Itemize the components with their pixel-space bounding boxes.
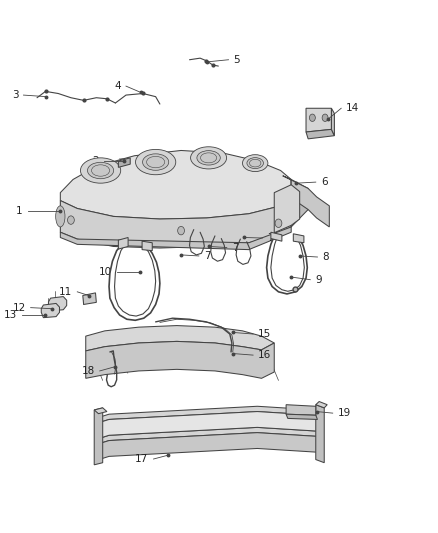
Text: 18: 18: [81, 366, 95, 376]
Ellipse shape: [247, 158, 263, 168]
Polygon shape: [86, 342, 274, 378]
Polygon shape: [293, 234, 304, 243]
Polygon shape: [332, 108, 334, 136]
Polygon shape: [283, 176, 329, 227]
Polygon shape: [101, 427, 317, 443]
Polygon shape: [60, 198, 291, 248]
Circle shape: [178, 227, 184, 235]
Polygon shape: [291, 180, 308, 227]
Text: 13: 13: [4, 310, 17, 320]
Polygon shape: [286, 405, 316, 415]
Ellipse shape: [243, 155, 268, 172]
Circle shape: [67, 216, 74, 224]
Text: 7: 7: [232, 243, 239, 253]
Polygon shape: [86, 326, 274, 351]
Ellipse shape: [197, 151, 220, 165]
Polygon shape: [306, 108, 332, 132]
Text: 12: 12: [12, 303, 25, 313]
Text: 14: 14: [346, 103, 360, 114]
Polygon shape: [41, 303, 60, 318]
Text: 5: 5: [233, 55, 240, 64]
Text: 11: 11: [59, 287, 72, 297]
Polygon shape: [142, 241, 152, 251]
Ellipse shape: [56, 206, 65, 227]
Polygon shape: [83, 293, 96, 304]
Polygon shape: [60, 227, 291, 249]
Text: 19: 19: [338, 408, 351, 418]
Text: 4: 4: [114, 81, 121, 91]
Polygon shape: [94, 408, 107, 414]
Polygon shape: [286, 414, 318, 419]
Text: 8: 8: [322, 252, 329, 262]
Text: 1: 1: [16, 206, 23, 216]
Text: 7: 7: [268, 233, 274, 243]
Ellipse shape: [142, 154, 169, 171]
Text: 15: 15: [258, 329, 272, 339]
Ellipse shape: [81, 158, 121, 183]
Polygon shape: [94, 408, 102, 465]
Polygon shape: [306, 130, 334, 139]
Polygon shape: [118, 158, 130, 167]
Text: 2: 2: [92, 156, 99, 166]
Polygon shape: [60, 150, 291, 219]
Circle shape: [275, 219, 282, 228]
Text: 16: 16: [258, 350, 272, 360]
Text: 6: 6: [321, 177, 328, 187]
Polygon shape: [271, 232, 282, 241]
Polygon shape: [101, 411, 317, 438]
Polygon shape: [316, 401, 327, 408]
Text: 17: 17: [135, 454, 148, 464]
Polygon shape: [316, 405, 324, 463]
Text: 10: 10: [99, 267, 112, 277]
Polygon shape: [118, 238, 128, 249]
Polygon shape: [101, 406, 317, 422]
Polygon shape: [274, 185, 300, 233]
Ellipse shape: [88, 162, 113, 179]
Text: 7: 7: [204, 251, 211, 261]
Polygon shape: [49, 296, 67, 311]
Polygon shape: [101, 433, 317, 459]
Ellipse shape: [135, 149, 176, 175]
Text: 3: 3: [12, 90, 18, 100]
Ellipse shape: [191, 147, 226, 169]
Circle shape: [309, 114, 315, 122]
Text: 9: 9: [315, 274, 322, 285]
Circle shape: [322, 114, 328, 122]
